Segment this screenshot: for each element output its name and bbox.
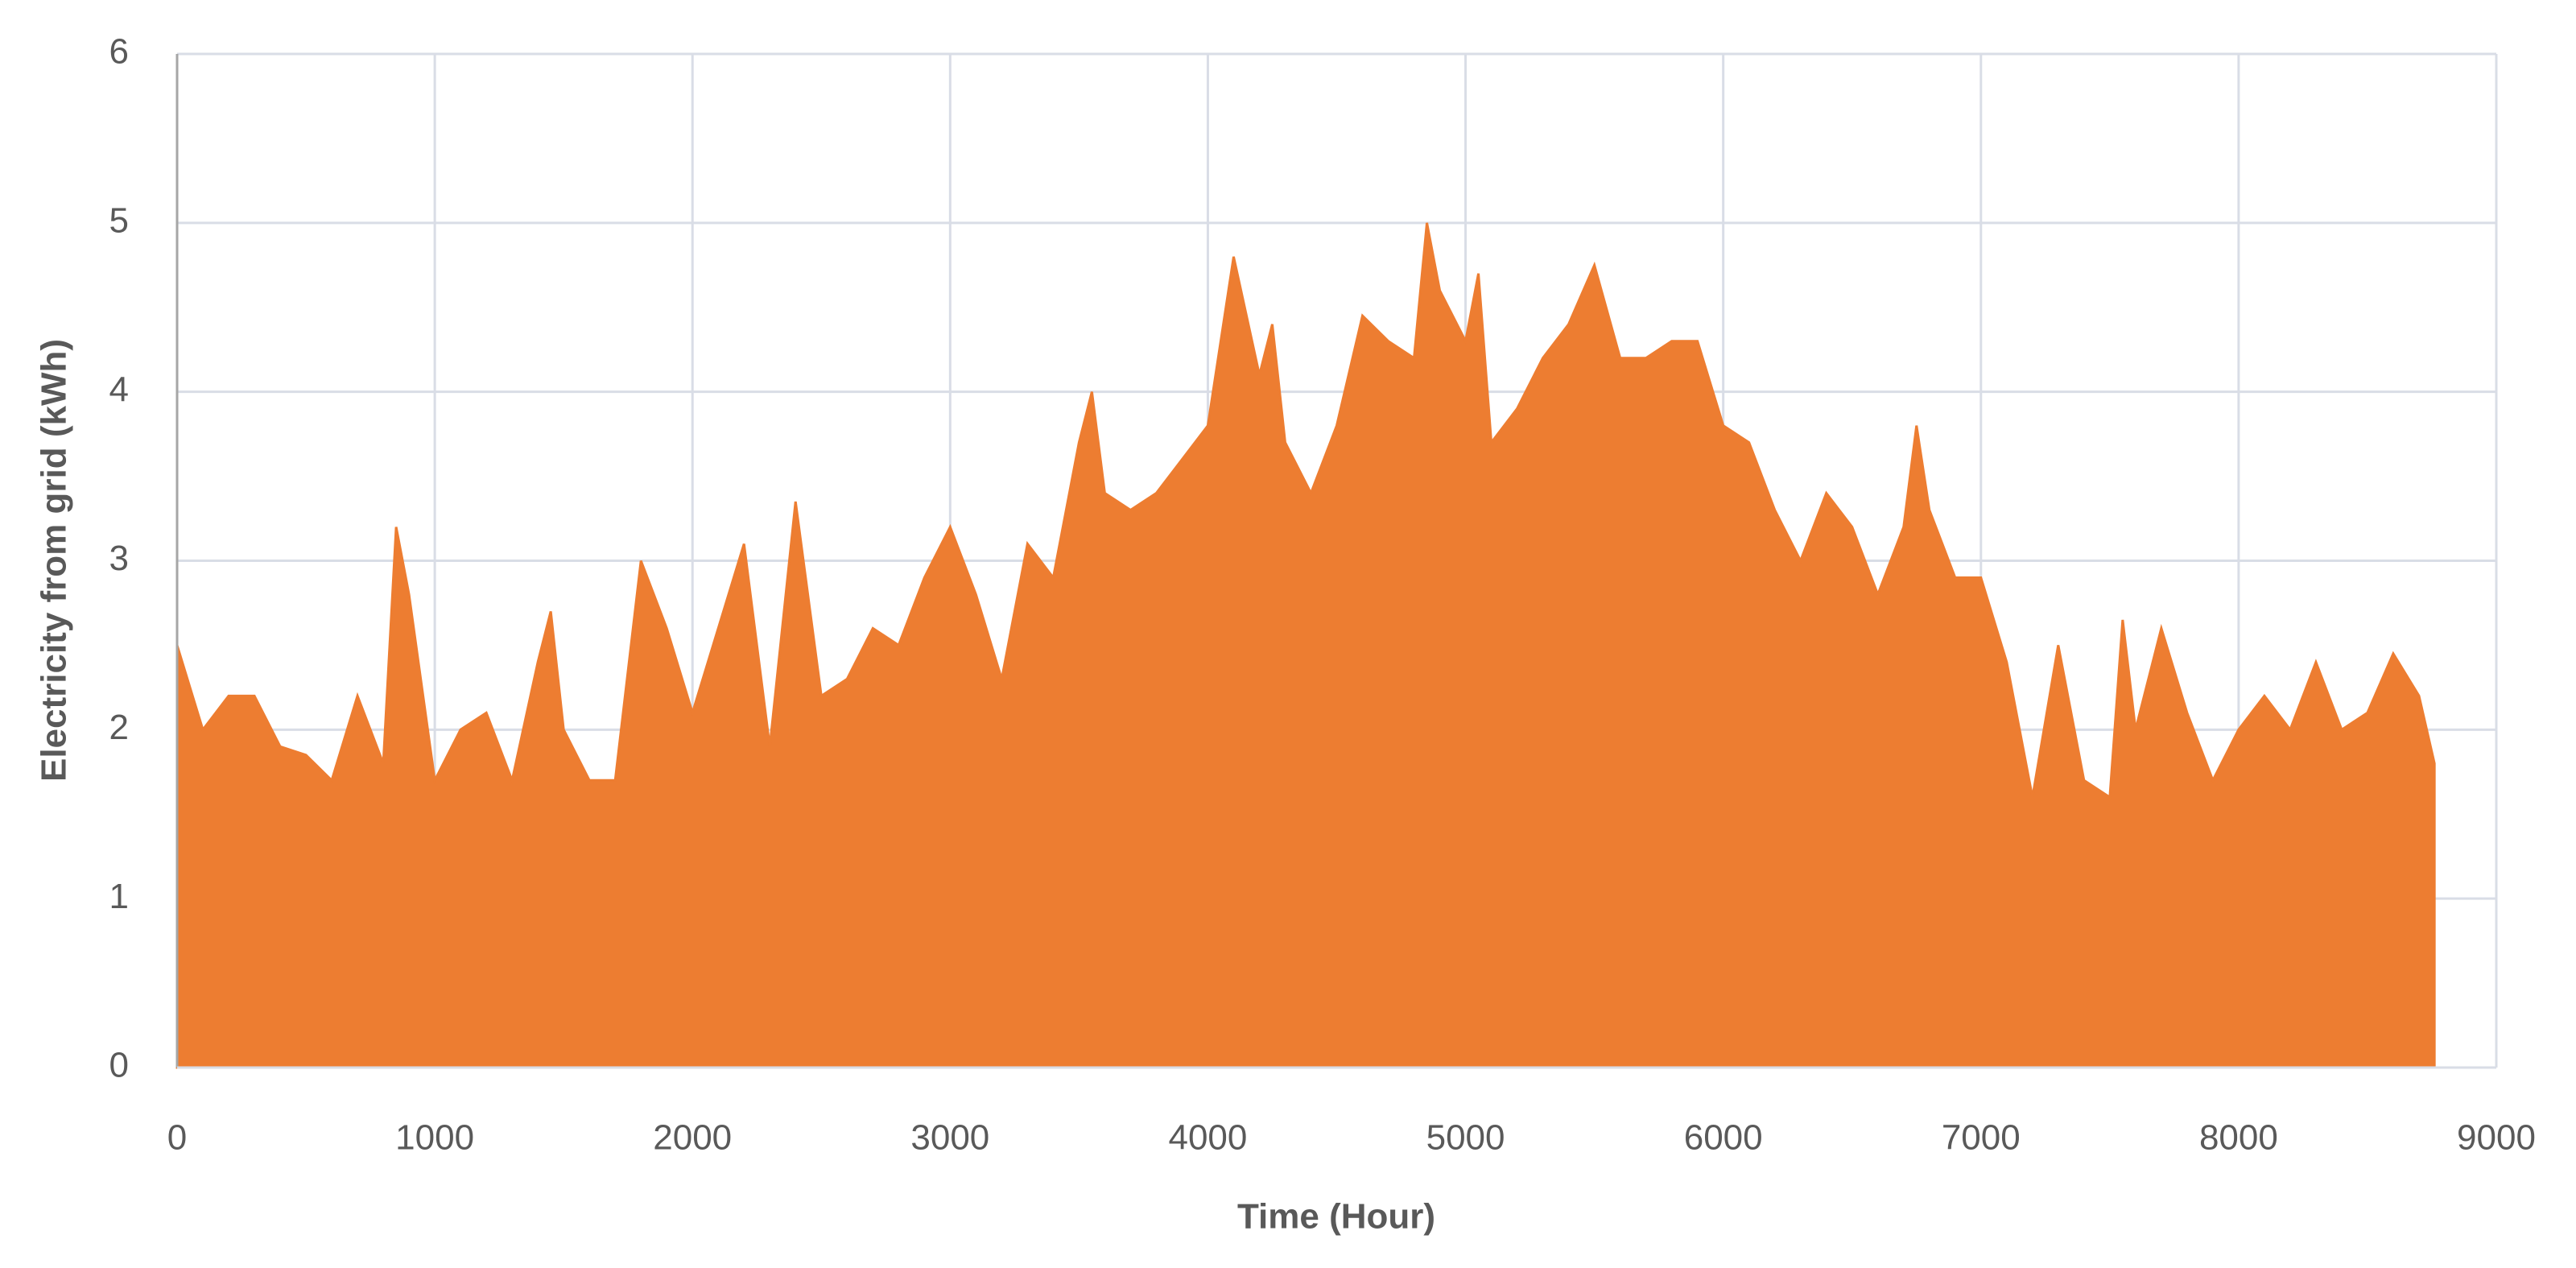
x-tick-label: 2000 [653,1118,732,1158]
y-tick-label: 2 [109,708,129,747]
x-tick-label: 0 [167,1118,187,1158]
x-tick-label: 6000 [1684,1118,1763,1158]
y-tick-label: 0 [109,1046,129,1085]
x-axis-title: Time (Hour) [1237,1197,1435,1237]
x-tick-label: 3000 [910,1118,989,1158]
x-tick-label: 5000 [1426,1118,1505,1158]
area [175,222,2436,1069]
y-tick-label: 5 [109,200,129,240]
x-tick-label: 4000 [1168,1118,1247,1158]
x-tick-label: 9000 [2457,1118,2536,1158]
y-tick-label: 1 [109,877,129,916]
y-tick-label: 4 [109,370,129,409]
y-axis-title: Electricity from grid (kWh) [35,339,74,782]
x-tick-label: 8000 [2199,1118,2278,1158]
x-tick-label: 1000 [395,1118,474,1158]
y-tick-label: 6 [109,32,129,72]
x-tick-label: 7000 [1942,1118,2021,1158]
y-tick-label: 3 [109,539,129,578]
